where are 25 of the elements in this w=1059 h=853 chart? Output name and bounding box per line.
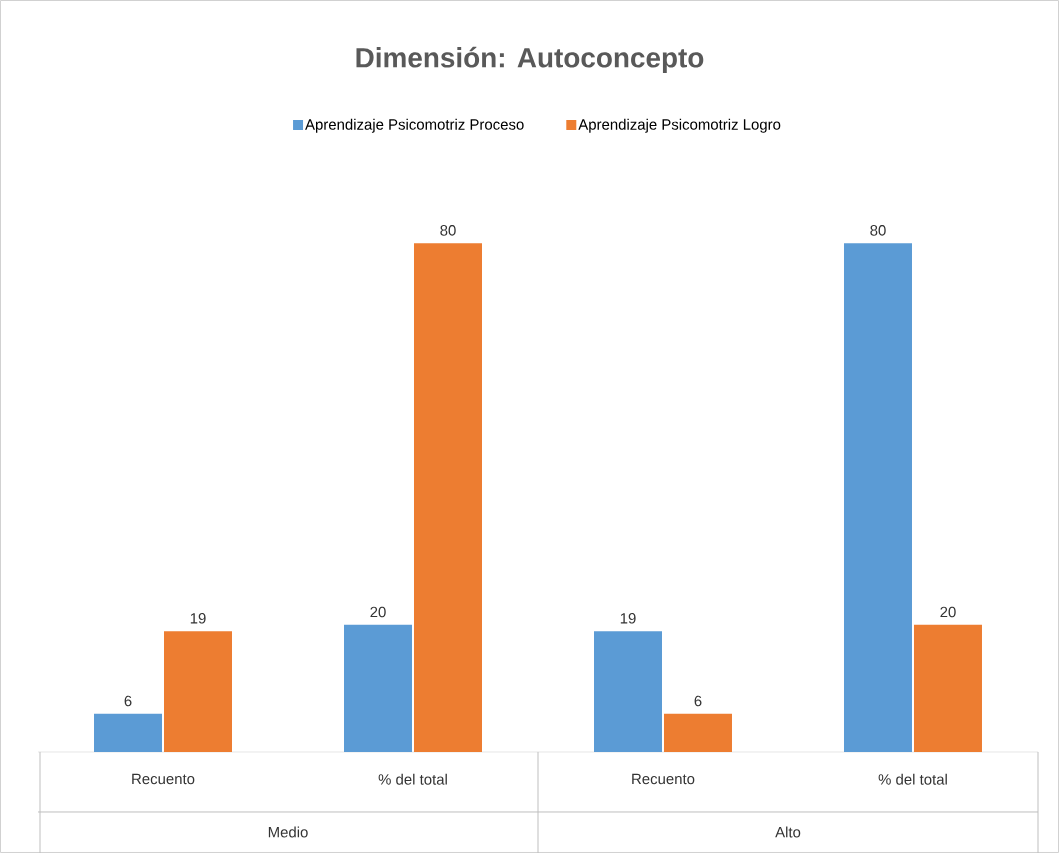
data-label: 80: [870, 224, 886, 236]
bar: [594, 630, 662, 752]
bar: [663, 713, 732, 752]
text: Medio: [268, 826, 308, 838]
bar: [94, 713, 163, 752]
data-label: 6: [694, 695, 702, 707]
bar: [414, 242, 482, 752]
chart-title: Dimensión: Autoconcepto: [356, 46, 704, 73]
bar: [844, 242, 912, 752]
text: Alto: [775, 826, 801, 838]
legend-label: Aprendizaje Psicomotriz Logro: [578, 118, 781, 133]
bar: [913, 624, 982, 752]
data-label: 19: [190, 612, 206, 624]
data-label: 6: [124, 695, 132, 707]
data-label: 20: [940, 606, 956, 618]
data-label: 20: [370, 606, 386, 618]
x-tick-label: Recuento: [132, 773, 195, 784]
x-tick-label: Recuento: [632, 773, 695, 784]
data-label: 19: [620, 612, 636, 624]
x-tick-label: % del total: [378, 773, 447, 785]
legend-label: Aprendizaje Psicomotriz Proceso: [305, 118, 524, 133]
data-label: 80: [440, 224, 456, 236]
bar: [164, 630, 232, 752]
x-tick-label: % del total: [878, 773, 947, 785]
bar: [344, 624, 413, 752]
